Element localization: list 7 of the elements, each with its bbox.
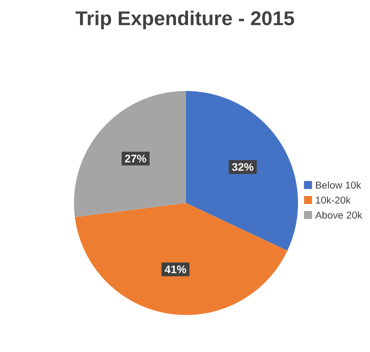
legend-label: Below 10k (316, 181, 362, 189)
legend-label: 10k-20k (316, 196, 351, 204)
legend-label: Above 20k (315, 211, 362, 219)
chart-title: Trip Expenditure - 2015 (76, 10, 294, 30)
data-label: 32% (232, 163, 254, 171)
data-label: 41% (164, 266, 186, 274)
data-label: 27% (125, 154, 146, 162)
